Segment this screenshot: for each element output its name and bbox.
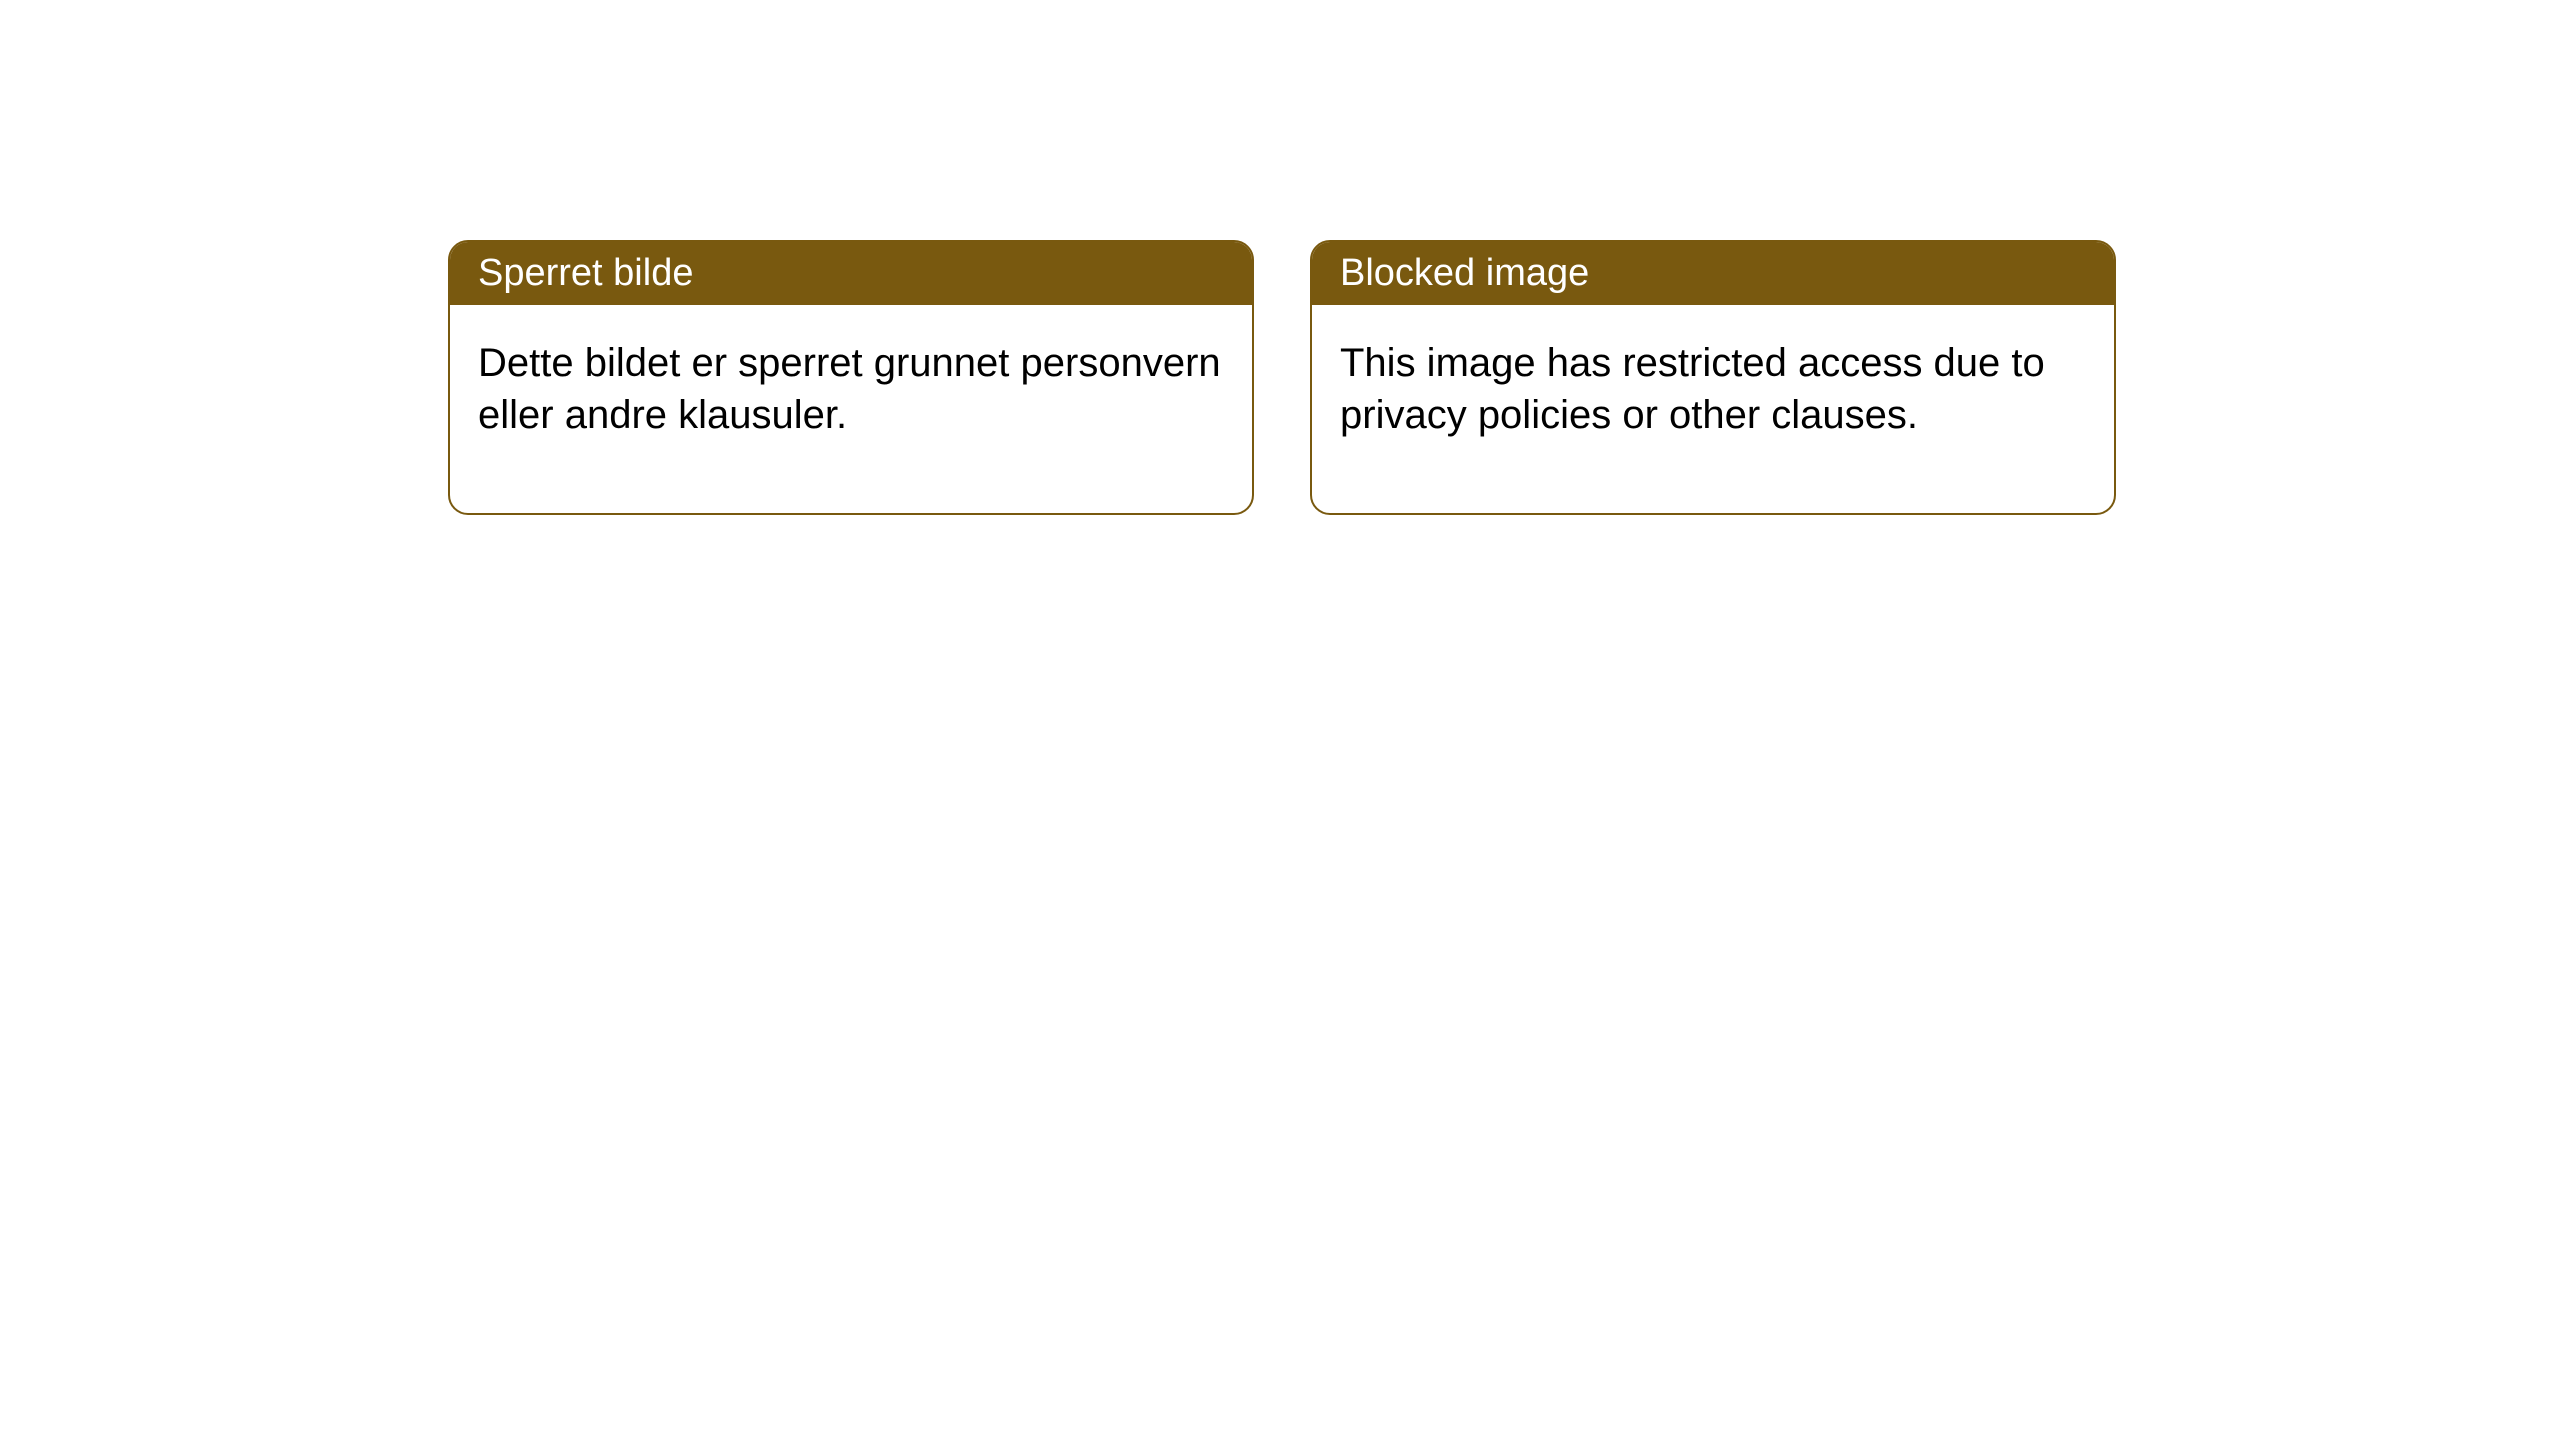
notice-body: Dette bildet er sperret grunnet personve… (450, 305, 1252, 513)
notice-container: Sperret bilde Dette bildet er sperret gr… (0, 0, 2560, 515)
notice-body: This image has restricted access due to … (1312, 305, 2114, 513)
notice-header: Blocked image (1312, 242, 2114, 305)
notice-title: Blocked image (1340, 252, 1589, 294)
notice-header: Sperret bilde (450, 242, 1252, 305)
notice-body-text: Dette bildet er sperret grunnet personve… (478, 341, 1221, 437)
notice-card-english: Blocked image This image has restricted … (1310, 240, 2116, 515)
notice-body-text: This image has restricted access due to … (1340, 341, 2045, 437)
notice-card-norwegian: Sperret bilde Dette bildet er sperret gr… (448, 240, 1254, 515)
notice-title: Sperret bilde (478, 252, 693, 294)
